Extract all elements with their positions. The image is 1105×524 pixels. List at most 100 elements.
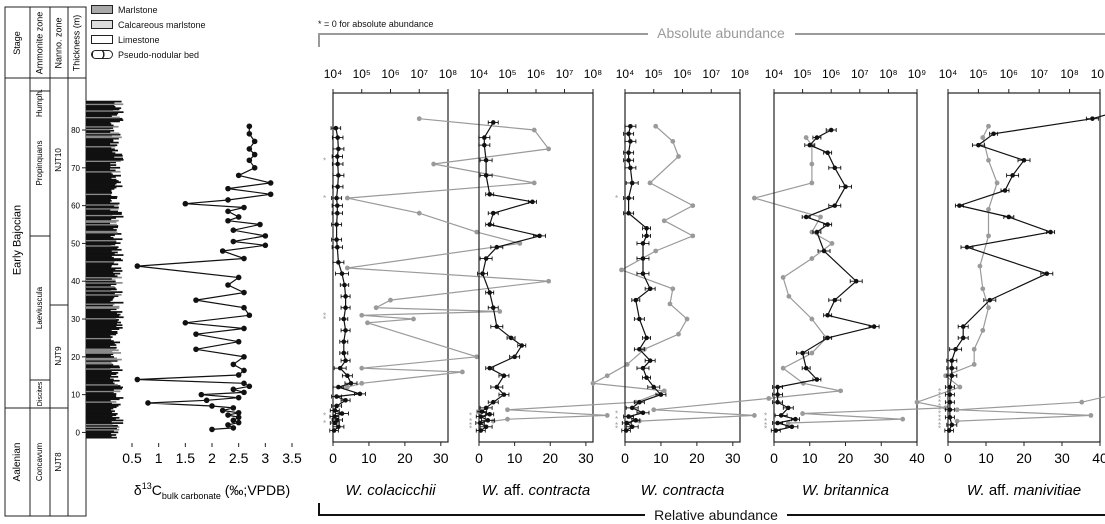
lithology-bed bbox=[86, 330, 118, 333]
d13c-x-tick-label: 3.5 bbox=[282, 450, 302, 466]
lithology-bed bbox=[86, 129, 115, 132]
lithology-bed bbox=[86, 180, 119, 182]
lithology-bed bbox=[86, 333, 117, 336]
title-species: manivitiae bbox=[1014, 482, 1082, 499]
lithology-bed bbox=[86, 211, 122, 214]
lithology-bed bbox=[86, 274, 115, 276]
relative-x-tick-label: 0 bbox=[475, 450, 483, 466]
lithology-bed bbox=[86, 293, 122, 296]
d13c-point bbox=[219, 407, 226, 414]
lithology-bed bbox=[86, 103, 124, 106]
absolute-point bbox=[986, 157, 991, 163]
lithology-bed bbox=[86, 398, 120, 401]
relative-x-tick-label: 20 bbox=[542, 450, 558, 466]
d13c-point bbox=[235, 394, 242, 401]
d13c-point bbox=[257, 221, 263, 228]
nodule-swatch bbox=[91, 50, 113, 59]
lithology-bed bbox=[86, 152, 116, 155]
lithology-bed bbox=[86, 201, 111, 204]
zero-marker: * bbox=[938, 402, 941, 411]
relative-x-tick-label: 30 bbox=[873, 450, 889, 466]
absolute-point bbox=[416, 116, 422, 122]
lithology-bed bbox=[86, 300, 111, 303]
d13c-point bbox=[198, 391, 205, 398]
absolute-line bbox=[788, 125, 998, 424]
lithology-bed bbox=[86, 195, 118, 198]
zero-marker: * bbox=[469, 417, 472, 426]
ammonite-zone-label: Laeviuscula bbox=[35, 286, 44, 329]
lithology-bed bbox=[86, 367, 111, 370]
d13c-point bbox=[225, 197, 231, 203]
relative-x-tick-label: 30 bbox=[433, 450, 449, 466]
lithology-bed bbox=[86, 414, 117, 417]
lithology-bed bbox=[86, 266, 112, 268]
d13c-line bbox=[137, 126, 271, 430]
lithology-bed bbox=[86, 297, 114, 300]
lithology-bed bbox=[86, 406, 117, 409]
zero-marker: * bbox=[938, 417, 941, 426]
lithology-bed bbox=[86, 390, 121, 393]
lithology-bed bbox=[86, 397, 124, 399]
lithology-bed bbox=[86, 292, 115, 295]
absolute-x-tick-label: 10⁸ bbox=[439, 67, 457, 81]
zero-marker: * bbox=[938, 421, 941, 430]
lithology-bed bbox=[86, 328, 120, 331]
legend-label: Calcareous marlstone bbox=[118, 19, 206, 30]
lithology-bed bbox=[86, 385, 121, 387]
absolute-x-tick-label: 10⁵ bbox=[498, 67, 516, 81]
lithology-bed bbox=[86, 182, 117, 185]
absolute-point bbox=[785, 420, 791, 426]
lithology-bed bbox=[86, 164, 117, 166]
lithology-bed bbox=[86, 102, 115, 104]
d13c-point bbox=[241, 304, 247, 311]
d13c-point bbox=[241, 289, 247, 296]
lithology-bed bbox=[86, 399, 111, 402]
lithology-bed bbox=[86, 153, 123, 156]
xlabel-delta: δ bbox=[134, 482, 142, 498]
lithology-bed bbox=[86, 309, 111, 312]
absolute-x-tick-label: 10⁹ bbox=[908, 67, 927, 81]
lithology-bed bbox=[86, 177, 112, 180]
lithology-bed bbox=[86, 370, 112, 373]
lithology-bed bbox=[86, 426, 120, 428]
d13c-point bbox=[241, 367, 247, 374]
lithology-bed bbox=[86, 162, 111, 165]
d13c-point bbox=[246, 157, 253, 164]
lithology-bed bbox=[86, 166, 121, 169]
lithology-bed bbox=[86, 352, 122, 354]
d13c-point bbox=[246, 312, 253, 319]
lithology-bed bbox=[86, 345, 111, 348]
xlabel-sub: bulk carbonate bbox=[162, 491, 221, 501]
lithology-bed bbox=[86, 307, 120, 309]
d13c-point bbox=[230, 386, 237, 393]
absolute-point bbox=[914, 399, 920, 405]
lithology-bed bbox=[86, 111, 124, 114]
d13c-point bbox=[241, 204, 247, 211]
absolute-point bbox=[800, 411, 805, 416]
axis-brackets: Absolute abundance Relative abundance bbox=[318, 25, 1105, 523]
lithology-bed bbox=[86, 365, 120, 368]
lithology-bed bbox=[86, 247, 118, 250]
lithology-bed bbox=[86, 284, 111, 287]
absolute-point bbox=[624, 361, 630, 367]
lithology-bed bbox=[86, 356, 114, 358]
relative-abundance-label: Relative abundance bbox=[654, 507, 778, 523]
lithology-bed bbox=[86, 338, 112, 341]
absolute-point bbox=[497, 309, 503, 314]
zero-marker: * bbox=[938, 410, 941, 419]
lithology-bed bbox=[86, 305, 120, 308]
relative-x-tick-label: 10 bbox=[802, 450, 818, 466]
lithology-bed bbox=[86, 221, 117, 223]
column-header: Thickness (m) bbox=[71, 15, 81, 72]
d13c-point bbox=[134, 263, 141, 269]
absolute-bracket bbox=[318, 33, 648, 47]
d13c-point bbox=[235, 214, 242, 220]
lithology-bed bbox=[86, 353, 114, 356]
lithology-bed bbox=[86, 227, 114, 230]
thickness-tick-label: 30 bbox=[71, 315, 80, 324]
lithology-bed bbox=[86, 291, 123, 293]
absolute-point bbox=[359, 312, 365, 318]
panel-title: W. aff. manivitiae bbox=[967, 482, 1081, 499]
stratigraphic-column: Stage Ammonite zone Nanno. zone Thickness (… bbox=[4, 6, 124, 517]
lithology-bed bbox=[86, 308, 117, 311]
